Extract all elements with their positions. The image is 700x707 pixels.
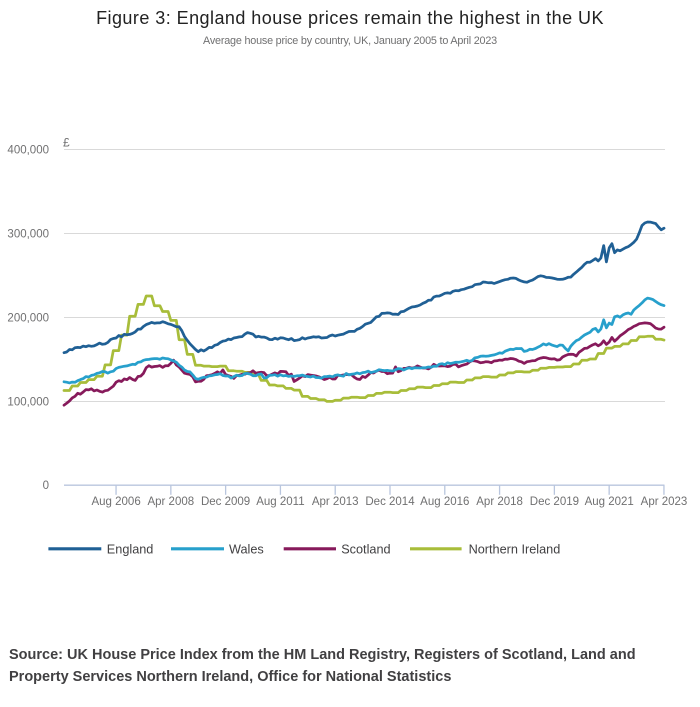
svg-text:Wales: Wales xyxy=(229,543,264,557)
svg-text:England: England xyxy=(107,543,154,557)
svg-text:Dec 2009: Dec 2009 xyxy=(201,496,250,508)
svg-text:Apr 2013: Apr 2013 xyxy=(312,496,359,508)
svg-text:Dec 2014: Dec 2014 xyxy=(365,496,415,508)
svg-text:100,000: 100,000 xyxy=(7,397,49,409)
svg-text:200,000: 200,000 xyxy=(7,313,49,325)
svg-text:Aug 2021: Aug 2021 xyxy=(585,496,634,508)
svg-text:Property Services Northern Ire: Property Services Northern Ireland, Offi… xyxy=(9,669,451,685)
svg-text:Aug 2016: Aug 2016 xyxy=(420,496,469,508)
svg-text:£: £ xyxy=(63,136,70,150)
svg-text:0: 0 xyxy=(43,480,49,492)
svg-text:Aug 2006: Aug 2006 xyxy=(91,496,140,508)
svg-text:Northern Ireland: Northern Ireland xyxy=(469,543,561,557)
svg-text:400,000: 400,000 xyxy=(7,145,49,157)
svg-text:Source: UK House Price Index f: Source: UK House Price Index from the HM… xyxy=(9,647,636,663)
svg-text:Figure 3: England house prices: Figure 3: England house prices remain th… xyxy=(96,8,604,28)
svg-text:Apr 2018: Apr 2018 xyxy=(476,496,523,508)
svg-text:300,000: 300,000 xyxy=(7,229,49,241)
svg-text:Scotland: Scotland xyxy=(341,543,390,557)
svg-text:Apr 2023: Apr 2023 xyxy=(641,496,688,508)
svg-text:Apr 2008: Apr 2008 xyxy=(147,496,194,508)
svg-text:Average house price by country: Average house price by country, UK, Janu… xyxy=(203,35,497,47)
svg-text:Dec 2019: Dec 2019 xyxy=(530,496,579,508)
svg-text:Aug 2011: Aug 2011 xyxy=(256,496,304,508)
